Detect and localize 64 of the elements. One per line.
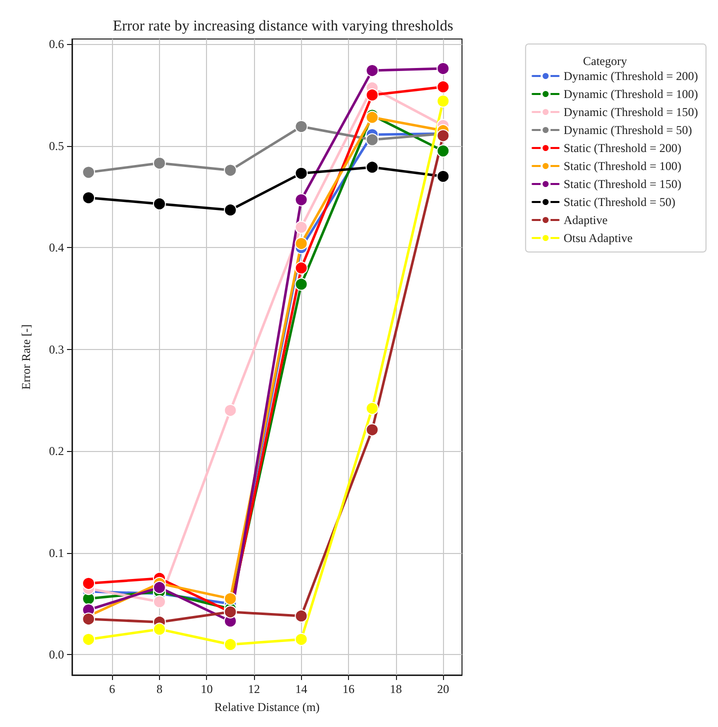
point (436, 94, 450, 108)
y-tick-label: 0.5 (49, 138, 64, 153)
point (152, 197, 166, 210)
x-axis-title: Relative Distance (m) (214, 700, 320, 714)
point (436, 144, 450, 158)
y-tick-label: 0.0 (49, 648, 64, 662)
point (366, 423, 379, 436)
y-tick-label: 0.4 (49, 240, 64, 255)
point (152, 595, 166, 608)
legend-title: Category (583, 54, 627, 68)
point (294, 237, 308, 250)
point (82, 632, 96, 646)
y-tick-label: 0.3 (49, 342, 64, 356)
legend-label: Static (Threshold = 200) (564, 141, 682, 155)
point (224, 203, 237, 216)
point (294, 120, 308, 134)
legend-label: Otsu Adaptive (564, 231, 633, 245)
point (82, 576, 96, 590)
point (436, 62, 450, 76)
point (294, 220, 308, 234)
point (152, 622, 166, 636)
point (294, 278, 308, 291)
x-tick-label: 6 (109, 682, 116, 696)
legend-label: Dynamic (Threshold = 150) (564, 105, 698, 119)
point (366, 133, 379, 146)
legend-label: Dynamic (Threshold = 50) (564, 123, 692, 137)
point (82, 191, 96, 204)
point (294, 609, 308, 622)
point (366, 160, 379, 174)
point (152, 156, 166, 170)
x-tick-label: 18 (390, 682, 402, 696)
y-tick-label: 0.1 (49, 546, 64, 560)
point (152, 580, 166, 594)
y-tick-label: 0.2 (49, 444, 64, 458)
legend-label: Dynamic (Threshold = 200) (564, 69, 698, 83)
legend-label: Adaptive (564, 213, 608, 227)
point (82, 612, 96, 626)
x-tick-label: 12 (248, 682, 260, 696)
point (224, 164, 237, 177)
point (224, 638, 237, 651)
x-tick-label: 10 (200, 682, 213, 696)
y-axis-title: Error Rate [-] (19, 324, 33, 390)
legend-label: Dynamic (Threshold = 100) (564, 87, 698, 101)
chart-title: Error rate by increasing distance with varying thresholds (112, 18, 454, 34)
point (436, 80, 450, 94)
x-tick-label: 20 (437, 682, 450, 696)
point (366, 64, 379, 78)
x-tick-label: 14 (295, 682, 308, 696)
legend-label: Static (Threshold = 50) (564, 195, 676, 209)
point (294, 193, 308, 206)
y-tick-label: 0.6 (49, 37, 64, 52)
point (294, 166, 308, 180)
legend-label: Static (Threshold = 150) (564, 177, 682, 191)
point (366, 88, 379, 102)
point (224, 404, 237, 417)
x-tick-label: 8 (156, 682, 162, 696)
point (436, 170, 450, 183)
point (294, 632, 308, 646)
point (82, 166, 96, 179)
point (294, 261, 308, 274)
point (366, 402, 379, 415)
point (224, 592, 237, 606)
legend-label: Static (Threshold = 100) (564, 159, 682, 173)
x-tick-label: 16 (342, 682, 355, 696)
